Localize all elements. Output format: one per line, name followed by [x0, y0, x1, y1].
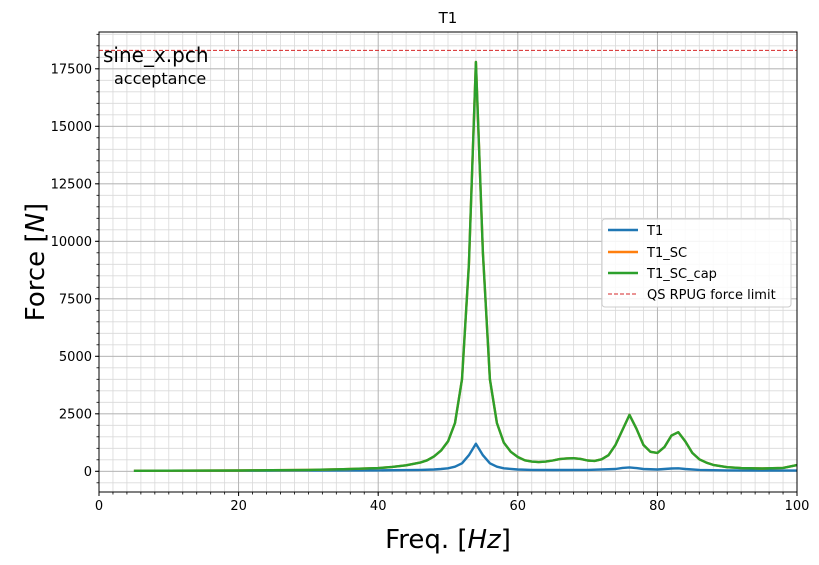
x-tick-label: 40 — [370, 499, 387, 514]
y-tick-label: 0 — [84, 465, 92, 480]
y-tick-label: 2500 — [59, 407, 92, 422]
y-tick-label: 7500 — [59, 292, 92, 307]
y-tick-label: 12500 — [51, 177, 92, 192]
ticks-layer: 0 20 40 60 80 100 0 2500 5000 7500 10000 12500 15000… — [51, 33, 810, 514]
x-axis-label: Freq. [Hz] — [385, 525, 511, 555]
x-tick-label: 60 — [510, 499, 527, 514]
legend-box — [601, 218, 792, 308]
legend-label-t1-sc: T1_SC — [646, 246, 687, 261]
y-tick-label: 10000 — [51, 235, 92, 250]
x-axis-label-unit: Hz — [468, 525, 503, 555]
legend-label-t1-sc-cap: T1_SC_cap — [646, 267, 717, 282]
y-tick-label: 17500 — [51, 62, 92, 77]
x-tick-label: 100 — [785, 499, 810, 514]
annotation-case: acceptance — [114, 69, 206, 88]
series-layer — [99, 49, 798, 472]
series-line-t1 — [133, 442, 798, 472]
x-axis-label-suffix: ] — [501, 525, 511, 555]
y-tick-label: 15000 — [51, 120, 92, 135]
x-tick-label: 20 — [230, 499, 247, 514]
series-line-t1-sc-cap — [133, 60, 798, 472]
annotation-file: sine_x.pch — [103, 43, 209, 67]
legend: T1 T1_SC T1_SC_cap QS RPUG force limit — [601, 218, 792, 308]
legend-label-t1: T1 — [646, 224, 663, 239]
x-tick-label: 80 — [649, 499, 666, 514]
chart-title: T1 — [438, 9, 458, 27]
y-axis-label-suffix: ] — [21, 203, 51, 213]
y-axis-label: Force [N] — [21, 203, 51, 321]
x-axis-label-prefix: Freq. [ — [385, 525, 467, 555]
y-tick-label: 5000 — [59, 350, 92, 365]
y-axis-label-prefix: Force [ — [21, 232, 51, 321]
legend-label-force-limit: QS RPUG force limit — [647, 288, 776, 303]
y-axis-label-unit: N — [21, 213, 51, 232]
x-tick-label: 0 — [95, 499, 103, 514]
